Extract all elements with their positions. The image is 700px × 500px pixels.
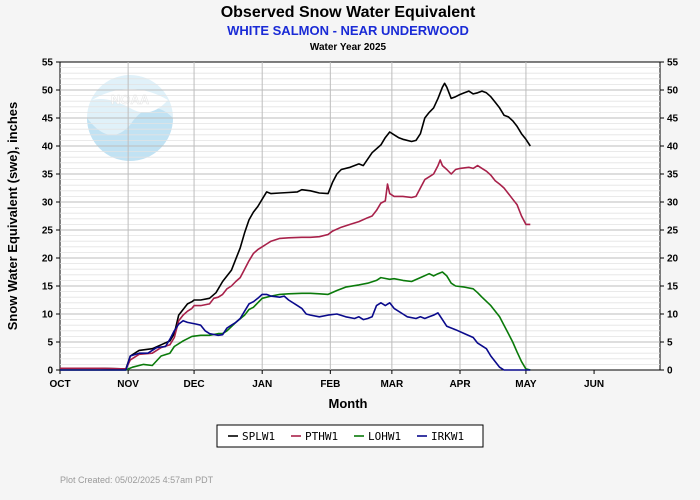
legend-label-splw1: SPLW1 (242, 430, 275, 443)
y-tick-label: 40 (42, 142, 54, 153)
y-tick-label-right: 40 (667, 142, 679, 153)
y-tick-label-right: 55 (667, 58, 679, 69)
y-tick-label-right: 25 (667, 226, 679, 237)
grid-lines (60, 62, 660, 370)
x-tick-label: DEC (184, 379, 205, 390)
x-tick-label: JUN (584, 379, 604, 390)
y-tick-label-right: 15 (667, 282, 679, 293)
y-tick-label: 0 (47, 366, 53, 377)
legend-label-irkw1: IRKW1 (431, 430, 464, 443)
legend-items: SPLW1 PTHW1 LOHW1 IRKW1 (228, 430, 464, 443)
y-tick-label: 15 (42, 282, 54, 293)
x-tick-label: JAN (252, 379, 272, 390)
chart-water-year: Water Year 2025 (310, 42, 387, 53)
noaa-logo-text: NOAA (111, 92, 150, 107)
x-tick-label: NOV (117, 379, 139, 390)
series-line-pthw1 (60, 159, 531, 370)
legend-label-lohw1: LOHW1 (368, 430, 401, 443)
chart-subtitle: WHITE SALMON - NEAR UNDERWOOD (227, 23, 469, 38)
x-axis: OCT NOV DEC JAN FEB MAR APR MAY JUN (49, 370, 604, 390)
y-tick-label: 45 (42, 114, 54, 125)
y-tick-label: 10 (42, 310, 54, 321)
series-lines (60, 82, 531, 371)
y-tick-label-right: 45 (667, 114, 679, 125)
legend: SPLW1 PTHW1 LOHW1 IRKW1 (216, 424, 484, 448)
y-tick-label: 30 (42, 198, 54, 209)
y-tick-label-right: 20 (667, 254, 679, 265)
legend-box (216, 424, 484, 448)
y-tick-label: 55 (42, 58, 54, 69)
y-tick-label-right: 50 (667, 86, 679, 97)
series-line-splw1 (60, 82, 531, 370)
x-tick-label: OCT (49, 379, 70, 390)
x-tick-label: FEB (320, 379, 340, 390)
plot-created-note: Plot Created: 05/02/2025 4:57am PDT (60, 475, 214, 485)
y-tick-label: 25 (42, 226, 54, 237)
x-tick-label: MAR (380, 379, 404, 390)
legend-label-pthw1: PTHW1 (305, 430, 338, 443)
series-line-lohw1 (60, 271, 531, 371)
x-tick-label: APR (449, 379, 471, 390)
y-tick-label-right: 30 (667, 198, 679, 209)
y-tick-label: 20 (42, 254, 54, 265)
y-tick-label-right: 0 (667, 366, 673, 377)
y-tick-label: 5 (47, 338, 53, 349)
y-tick-label: 50 (42, 86, 54, 97)
y-tick-label-right: 10 (667, 310, 679, 321)
x-axis-label: Month (329, 396, 368, 411)
y-tick-label-right: 5 (667, 338, 673, 349)
y-tick-label-right: 35 (667, 170, 679, 181)
series-line-irkw1 (60, 293, 531, 371)
y-axis-right: 0 5 10 15 20 25 30 35 40 45 50 55 (660, 58, 679, 377)
y-tick-label: 35 (42, 170, 54, 181)
y-axis-left: 0 5 10 15 20 25 30 35 40 45 50 55 (42, 58, 60, 377)
y-axis-label: Snow Water Equivalent (swe), inches (5, 102, 20, 331)
chart-title: Observed Snow Water Equivalent (221, 4, 476, 21)
x-tick-label: MAY (515, 379, 537, 390)
